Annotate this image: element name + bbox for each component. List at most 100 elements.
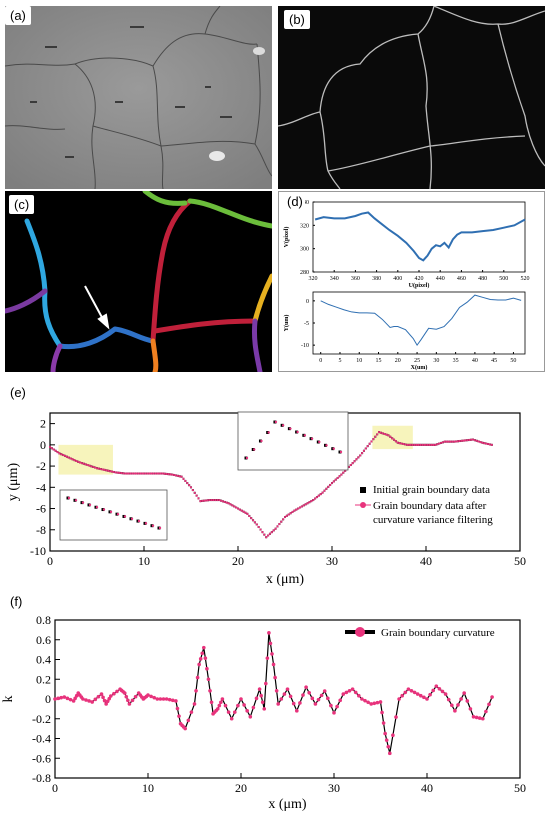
curvature-point [220, 697, 225, 701]
data-point-filtered [188, 484, 191, 487]
data-point-filtered [148, 472, 151, 475]
curvature-point [149, 694, 153, 699]
curvature-point [233, 710, 237, 714]
curvature-point [200, 651, 205, 656]
curvature-point [84, 698, 88, 702]
x-tick-label: 40 [472, 358, 478, 364]
data-point-filtered [407, 443, 411, 446]
d-plots-svg: 320 340 360 380 400 420 440 460 480 500 5202803003… [283, 200, 530, 371]
x-axis-label: x (μm) [268, 797, 307, 812]
boundary-image [277, 5, 546, 190]
data-point-filtered [336, 476, 339, 480]
curvature-point [471, 714, 476, 719]
curvature-point [262, 707, 267, 711]
data-point-filtered [488, 443, 492, 446]
data-point-filtered [406, 443, 409, 446]
data-point-filtered [370, 440, 373, 443]
data-point-filtered [454, 440, 458, 443]
inset-point-filtered [310, 437, 314, 440]
curvature-point [474, 715, 479, 720]
curvature-point [372, 701, 377, 706]
curvature-point [195, 675, 200, 680]
data-point-filtered [280, 520, 283, 523]
x-tick-label: 50 [510, 358, 516, 364]
data-point-filtered [157, 472, 161, 475]
data-point-filtered [332, 480, 335, 483]
data-point-filtered [447, 440, 450, 443]
curvature-point [380, 710, 384, 715]
panel-a-micrograph: (a) [4, 5, 273, 190]
data-point-filtered [191, 488, 194, 492]
data-point-filtered [419, 443, 422, 446]
curvature-point [209, 700, 214, 705]
inset-point-filtered [274, 420, 278, 424]
data-point-filtered [139, 472, 142, 475]
y-tick-label: 0 [45, 692, 51, 706]
data-point-filtered [75, 459, 78, 463]
panel-label: (e) [10, 385, 26, 400]
sem-image [4, 5, 273, 190]
curvature-point [428, 692, 432, 697]
curvature-point [268, 641, 273, 646]
data-point-filtered [434, 443, 437, 446]
data-point-filtered [88, 464, 91, 467]
inset-point-filtered [281, 424, 285, 427]
data-point-filtered [391, 437, 394, 440]
data-point-filtered [327, 485, 330, 488]
data-point-filtered [235, 506, 238, 509]
curvature-point [202, 645, 206, 650]
data-point-filtered [362, 449, 366, 452]
series-line [314, 211, 526, 262]
curvature-point [360, 697, 364, 701]
data-point-filtered [349, 463, 352, 467]
curvature-point [192, 702, 197, 706]
x-tick-label: 20 [232, 554, 244, 568]
data-point-filtered [285, 514, 288, 517]
data-point-filtered [359, 454, 362, 457]
panel-d-profile-plots: (d) 320 340 360 380 400 420 440 460 480 500 520 280… [278, 191, 545, 372]
curvature-point [101, 695, 105, 700]
data-point-filtered [302, 504, 305, 507]
curvature-point [307, 690, 312, 695]
data-point-filtered [219, 499, 223, 502]
data-point-filtered [319, 493, 322, 496]
inset-point-filtered [81, 501, 85, 504]
curvature-point [459, 697, 463, 701]
x-tick-label: 500 [499, 276, 508, 282]
curvature-point [56, 696, 60, 701]
data-point-filtered [458, 439, 461, 443]
data-point-filtered [172, 473, 176, 477]
curvature-point [274, 688, 279, 693]
data-point-filtered [438, 442, 441, 445]
data-point-filtered [321, 491, 324, 494]
data-point-filtered [92, 465, 95, 469]
inset-point-filtered [74, 499, 78, 502]
curvature-line [54, 632, 493, 754]
curvature-point [468, 707, 473, 711]
curvature-point [431, 688, 436, 693]
curvature-point [443, 692, 448, 696]
curvature-point [326, 696, 330, 701]
curvature-point [384, 738, 389, 742]
curvature-point [282, 692, 287, 696]
data-point-filtered [257, 525, 260, 529]
data-point-filtered [208, 498, 211, 502]
panel-e-boundary-data-chart: (e) 0 10 20 30 40 50 -10 -8 -6 -4 -2 0 2 Initial grai… [0, 385, 550, 590]
data-point-filtered [186, 481, 189, 485]
data-point-filtered [360, 452, 364, 455]
segmented-image [2, 188, 275, 375]
curvature-point [419, 693, 423, 698]
panel-label: (d) [285, 194, 305, 209]
curvature-point [271, 662, 276, 667]
data-point-filtered [146, 472, 149, 475]
data-point-filtered [282, 518, 285, 521]
data-point-filtered [263, 533, 266, 536]
y-tick-label: 320 [300, 223, 309, 229]
curvature-point [335, 704, 339, 709]
curvature-point [450, 703, 454, 708]
curvature-point [96, 694, 101, 699]
curvature-point [400, 693, 405, 698]
curvature-point [350, 687, 355, 691]
curvature-point [437, 686, 442, 691]
data-point-filtered [86, 463, 89, 467]
